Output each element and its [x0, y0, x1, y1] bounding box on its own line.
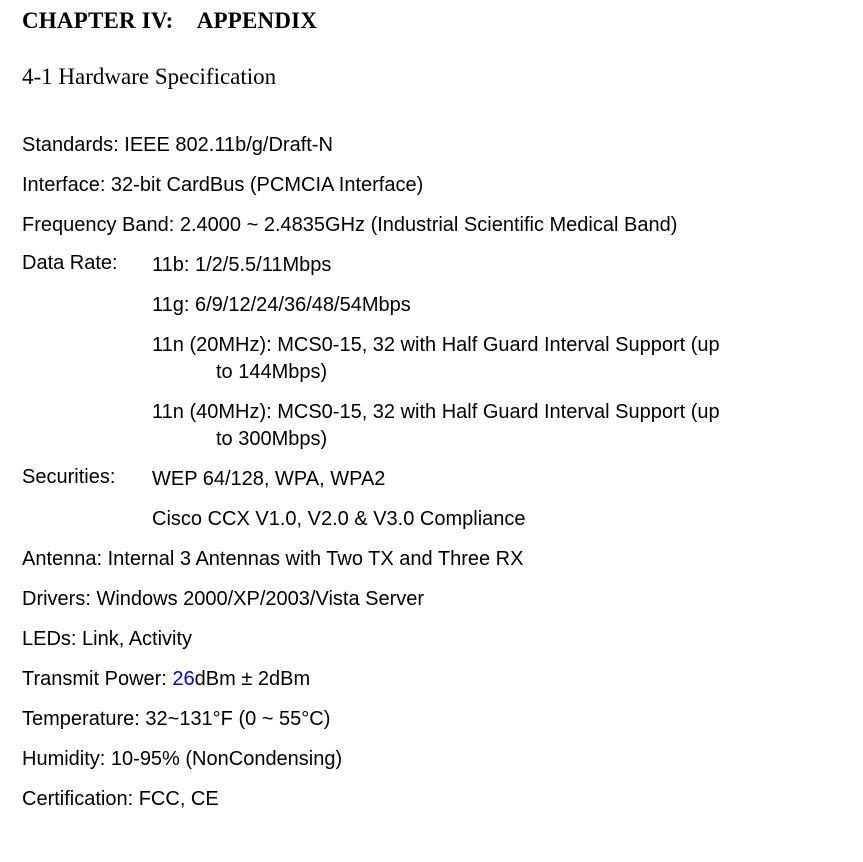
section-title: 4-1 Hardware Specification [22, 64, 841, 90]
spec-certification: Certification: FCC, CE [22, 786, 841, 813]
transmit-power-suffix: dBm ± 2dBm [195, 668, 310, 690]
data-rate-11n-40-line1: 11n (40MHz): MCS0-15, 32 with Half Guard… [152, 399, 841, 426]
data-rate-label: Data Rate: [22, 252, 152, 453]
data-rate-11n-20-line2: to 144Mbps) [152, 359, 841, 386]
spec-antenna: Antenna: Internal 3 Antennas with Two TX… [22, 546, 841, 573]
spec-securities: Securities: WEP 64/128, WPA, WPA2 Cisco … [22, 466, 841, 533]
data-rate-11n-20: 11n (20MHz): MCS0-15, 32 with Half Guard… [152, 332, 841, 386]
securities-values: WEP 64/128, WPA, WPA2 Cisco CCX V1.0, V2… [152, 466, 841, 533]
data-rate-11n-20-line1: 11n (20MHz): MCS0-15, 32 with Half Guard… [152, 332, 841, 359]
spec-data-rate: Data Rate: 11b: 1/2/5.5/11Mbps 11g: 6/9/… [22, 252, 841, 453]
data-rate-11b: 11b: 1/2/5.5/11Mbps [152, 252, 841, 279]
spec-transmit-power: Transmit Power: 26dBm ± 2dBm [22, 666, 841, 693]
spec-frequency-band: Frequency Band: 2.4000 ~ 2.4835GHz (Indu… [22, 212, 841, 239]
spec-interface: Interface: 32-bit CardBus (PCMCIA Interf… [22, 172, 841, 199]
data-rate-values: 11b: 1/2/5.5/11Mbps 11g: 6/9/12/24/36/48… [152, 252, 841, 453]
spec-standards: Standards: IEEE 802.11b/g/Draft-N [22, 132, 841, 159]
transmit-power-prefix: Transmit Power: [22, 668, 172, 690]
spec-humidity: Humidity: 10-95% (NonCondensing) [22, 746, 841, 773]
chapter-title: CHAPTER IV: APPENDIX [22, 8, 841, 34]
data-rate-11g: 11g: 6/9/12/24/36/48/54Mbps [152, 292, 841, 319]
spec-leds: LEDs: Link, Activity [22, 626, 841, 653]
spec-drivers: Drivers: Windows 2000/XP/2003/Vista Serv… [22, 586, 841, 613]
securities-label: Securities: [22, 466, 152, 533]
data-rate-11n-40-line2: to 300Mbps) [152, 426, 841, 453]
securities-cisco: Cisco CCX V1.0, V2.0 & V3.0 Compliance [152, 506, 841, 533]
data-rate-11n-40: 11n (40MHz): MCS0-15, 32 with Half Guard… [152, 399, 841, 453]
spec-temperature: Temperature: 32~131°F (0 ~ 55°C) [22, 706, 841, 733]
transmit-power-value: 26 [172, 668, 194, 690]
securities-wep: WEP 64/128, WPA, WPA2 [152, 466, 841, 493]
